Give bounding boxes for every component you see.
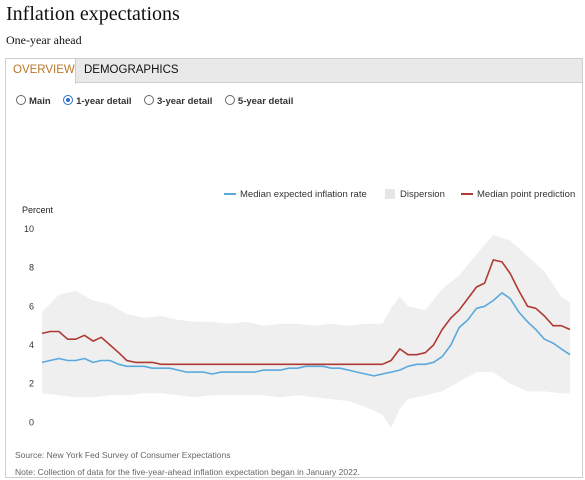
radio-main[interactable]: Main [16,94,51,107]
source-note: Source: New York Fed Survey of Consumer … [15,450,231,460]
radio-1-year-detail[interactable]: 1-year detail [63,94,132,107]
series-line-median-expected [41,292,571,377]
dispersion-band [42,234,570,427]
radio-button-icon[interactable] [16,94,26,105]
tab-overview[interactable]: OVERVIEW [6,59,76,84]
y-tick-label: 8 [29,263,34,273]
legend-label-dispersion: Dispersion [400,189,445,200]
y-tick-label: 2 [29,379,34,389]
y-tick-label: 6 [29,301,34,311]
legend-label-median-point: Median point prediction [477,189,575,200]
radio-label: Main [29,95,51,107]
series-line-median-point [41,259,571,366]
radio-3-year-detail[interactable]: 3-year detail [144,94,213,107]
page-subtitle: One-year ahead [6,33,82,47]
legend-label-median-expected: Median expected inflation rate [240,189,367,200]
y-tick-label: 4 [29,340,34,350]
inflation-chart: Median expected inflation rate Dispersio… [22,189,575,427]
plot-area: -202468102014201520162017201820192020202… [24,224,571,427]
y-tick-label: 0 [29,417,34,427]
radio-button-selected-icon[interactable] [63,94,74,105]
chart-legend: Median expected inflation rate Dispersio… [224,189,575,200]
view-radio-group: Main 1-year detail 3-year detail 5-year … [16,92,301,107]
tab-demographics[interactable]: DEMOGRAPHICS [84,64,179,76]
radio-label: 5-year detail [237,95,294,107]
radio-label: 3-year detail [157,95,213,107]
radio-5-year-detail[interactable]: 5-year detail [224,94,294,107]
tab-bar: OVERVIEW DEMOGRAPHICS [6,59,582,84]
radio-button-icon[interactable] [144,94,154,105]
page-title: Inflation expectations [6,3,180,25]
y-axis-title: Percent [22,205,54,215]
legend-swatch-dispersion [385,189,395,199]
chart-panel: OVERVIEW DEMOGRAPHICS Main 1-year detail… [5,58,583,478]
radio-label: 1-year detail [76,95,132,107]
radio-button-icon[interactable] [224,94,235,105]
y-tick-label: 10 [24,224,34,234]
footnote: Note: Collection of data for the five-ye… [15,467,360,477]
